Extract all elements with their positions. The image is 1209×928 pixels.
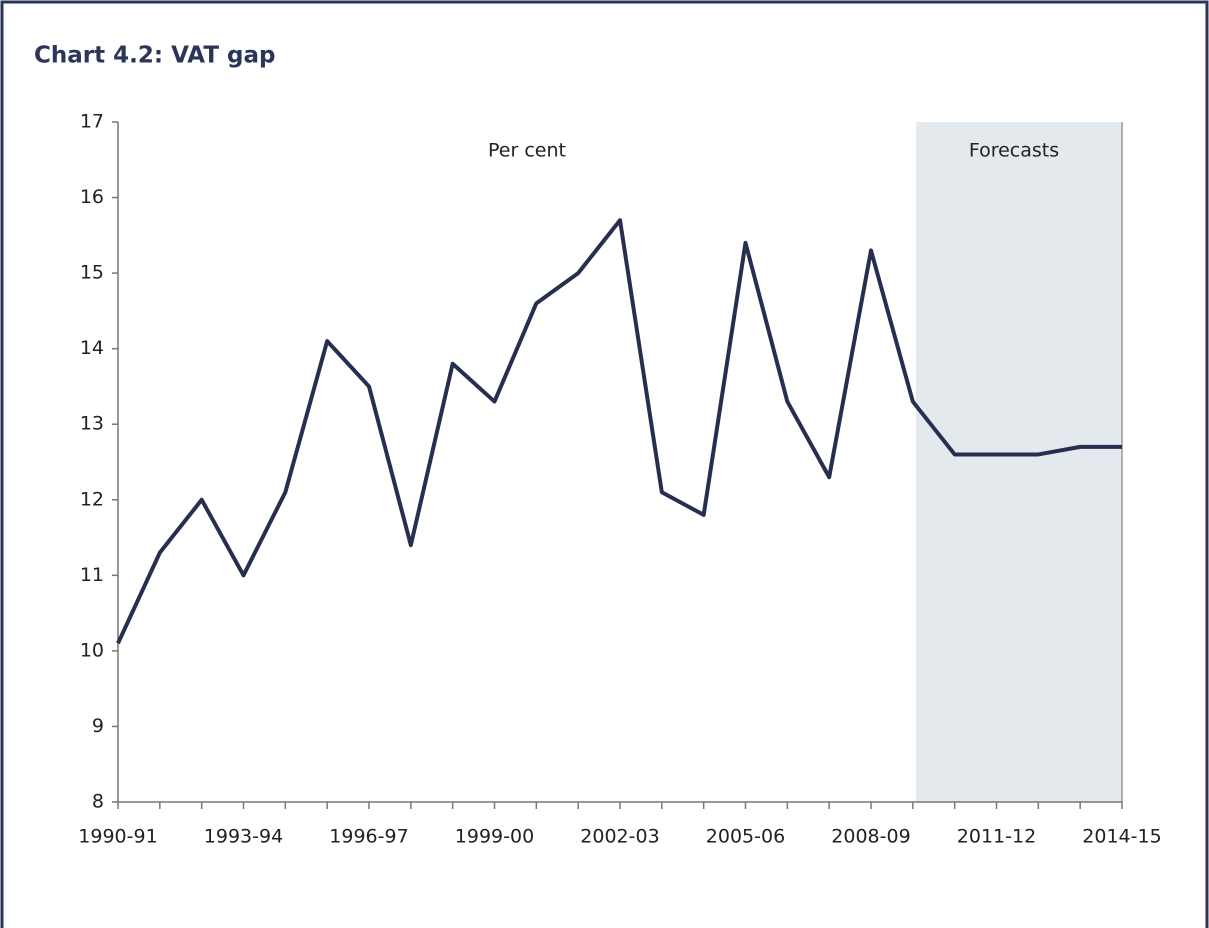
x-tick-label: 1996-97	[329, 826, 408, 848]
y-tick-label: 12	[80, 488, 104, 510]
x-tick-label: 2005-06	[706, 826, 785, 848]
y-tick-label: 14	[80, 337, 104, 359]
data-line	[116, 218, 1122, 645]
x-tick-label: 2008-09	[831, 826, 910, 848]
y-tick-label: 11	[80, 564, 104, 586]
y-tick-label: 8	[92, 791, 104, 813]
forecast-region	[915, 122, 1122, 802]
annotation: Forecasts	[969, 140, 1059, 162]
chart-title: Chart 4.2: VAT gap	[34, 43, 275, 69]
y-tick-label: 13	[80, 413, 104, 435]
annotation: Per cent	[488, 140, 566, 162]
x-tick-label: 2011-12	[957, 826, 1036, 848]
x-tick-label: 1990-91	[78, 826, 157, 848]
y-tick-label: 15	[80, 262, 104, 284]
y-tick-label: 9	[92, 715, 104, 737]
y-tick-label: 17	[80, 111, 104, 133]
x-tick-label: 2014-15	[1082, 826, 1161, 848]
y-tick-label: 10	[80, 639, 104, 661]
y-tick-label: 16	[80, 186, 104, 208]
x-tick-label: 1993-94	[204, 826, 283, 848]
x-tick-label: 2002-03	[580, 826, 659, 848]
x-tick-label: 1999-00	[455, 826, 534, 848]
